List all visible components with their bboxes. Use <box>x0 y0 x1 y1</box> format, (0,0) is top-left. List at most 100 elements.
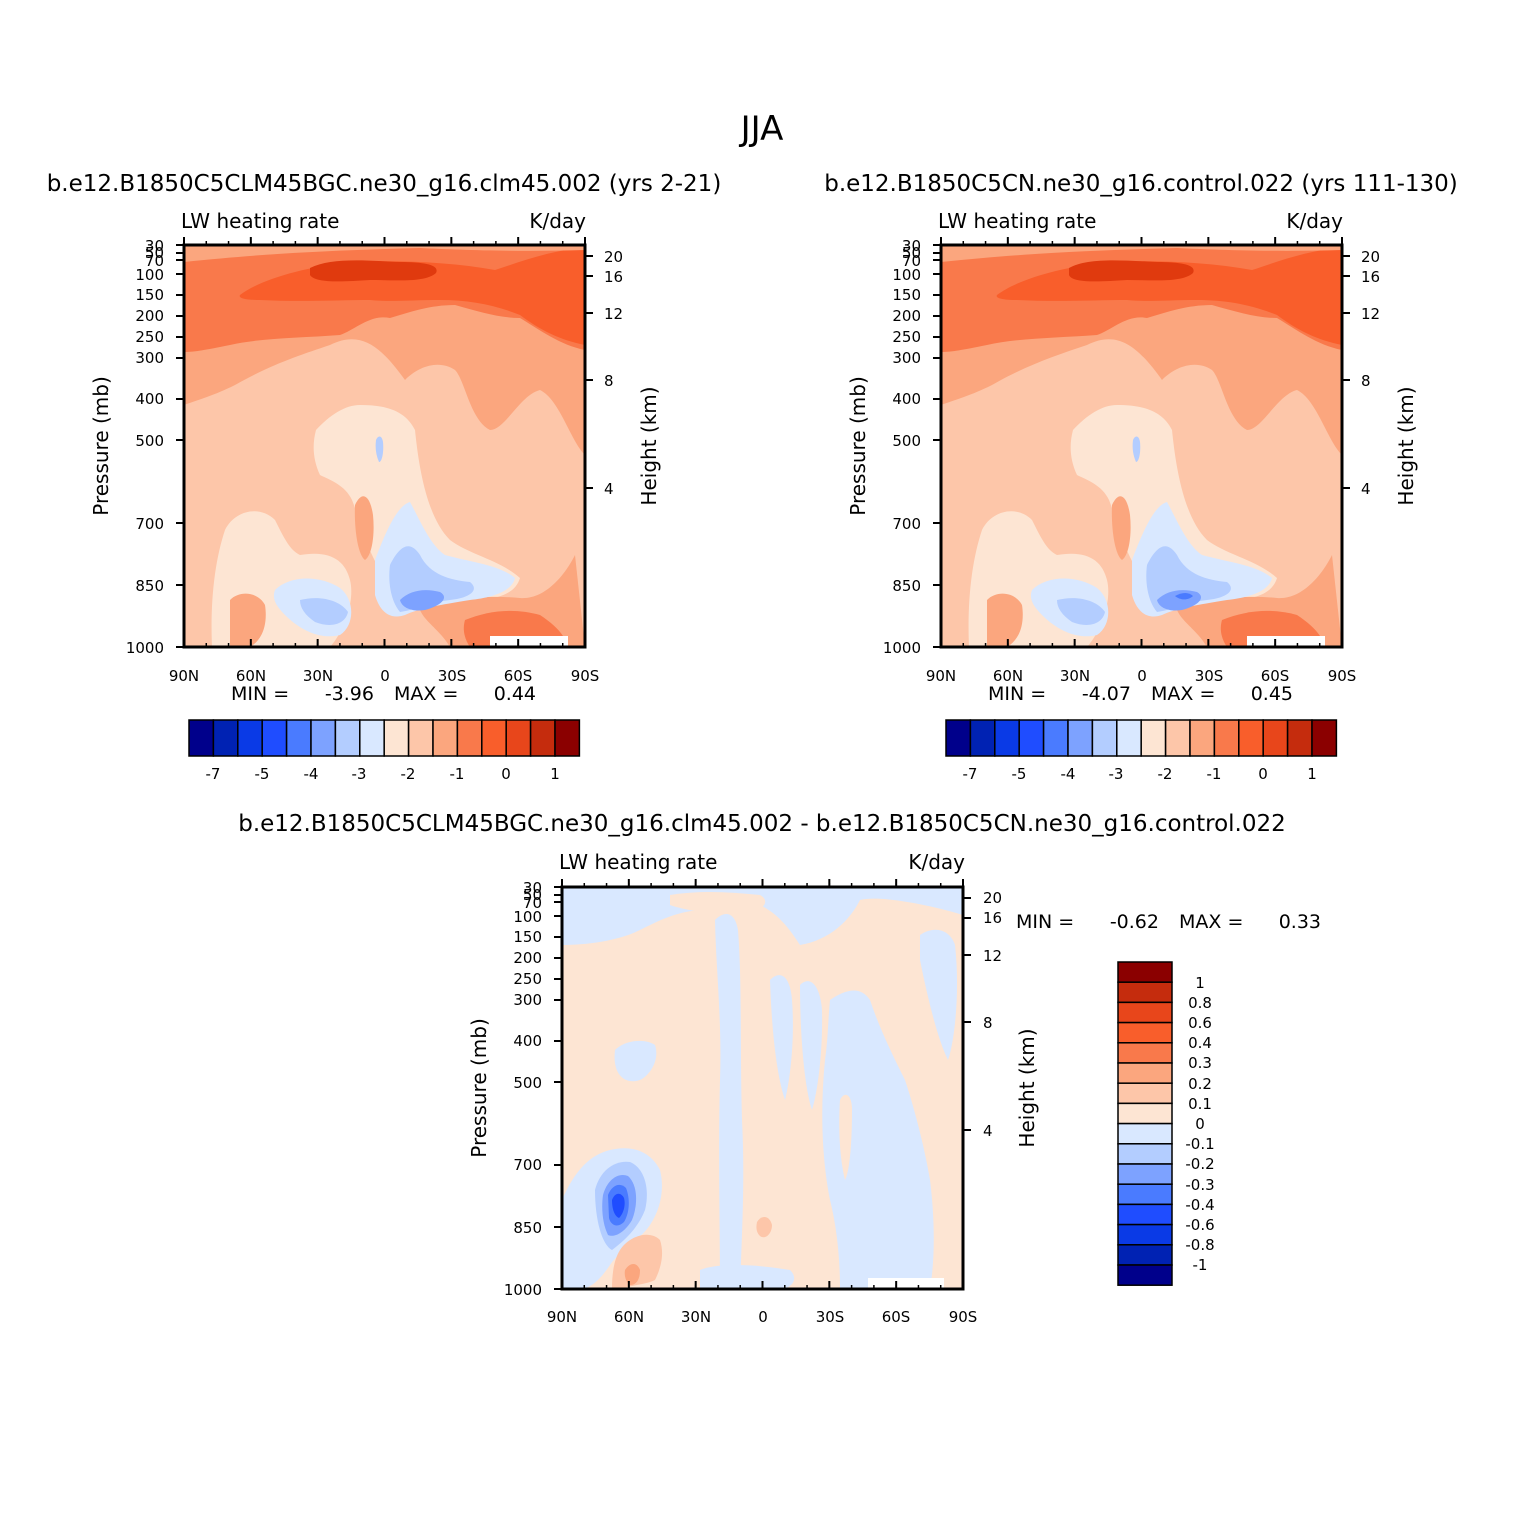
x-tick-label: 90N <box>547 1308 577 1326</box>
x-tick-label: 0 <box>1137 667 1147 685</box>
height-tick-label: 16 <box>1361 268 1380 286</box>
colorbar-cell <box>1117 961 1173 983</box>
x-tick-label: 60N <box>614 1308 644 1326</box>
max-value: 0.45 <box>1251 683 1293 705</box>
diff-neg-bottom-mid <box>700 1265 795 1289</box>
x-tick-label: 90S <box>1328 667 1357 685</box>
contour-band-mid-left <box>230 593 266 647</box>
max-label: MAX = <box>1179 911 1243 933</box>
colorbar-cell <box>1286 719 1313 757</box>
y-tick-label: 150 <box>135 286 164 304</box>
panel-title: b.e12.B1850C5CLM45BGC.ne30_g16.clm45.002… <box>238 811 1286 837</box>
colorbar-label: -3 <box>352 765 367 783</box>
diff-pos-dot <box>756 1216 772 1238</box>
units-label: K/day <box>529 209 586 233</box>
colorbar-label: -7 <box>206 765 221 783</box>
contour-field <box>562 887 963 1289</box>
colorbar-cell <box>1117 1264 1173 1286</box>
colorbar-cell <box>383 719 410 757</box>
y-tick-label: 100 <box>135 266 164 284</box>
figure-title: JJA <box>739 109 784 149</box>
contour-band-mid-inner <box>1111 496 1131 560</box>
stats: MIN = -4.07 MAX = 0.45 <box>988 683 1293 705</box>
height-tick-label: 20 <box>983 889 1002 907</box>
colorbar-cell <box>1311 719 1338 757</box>
y-tick-label: 1000 <box>883 639 921 657</box>
colorbar-cell <box>1262 719 1289 757</box>
panel-title: b.e12.B1850C5CN.ne30_g16.control.022 (yr… <box>824 171 1458 197</box>
diff-pos-top <box>670 891 766 914</box>
y-tick-label: 50 <box>145 244 164 262</box>
missing-region <box>490 636 568 647</box>
colorbar-label: 0.1 <box>1188 1095 1212 1113</box>
colorbar-label: -1 <box>1207 765 1222 783</box>
colorbar-label: -2 <box>1158 765 1173 783</box>
colorbar-label: 0 <box>1195 1115 1205 1133</box>
colorbar-cell <box>407 719 434 757</box>
colorbar <box>945 719 1338 757</box>
y-tick-label: 70 <box>145 252 164 270</box>
contour-neg-2-left <box>300 598 348 625</box>
x-tick-label: 30N <box>303 667 333 685</box>
colorbar-cell <box>505 719 532 757</box>
height-tick-label: 8 <box>1361 372 1371 390</box>
colorbar-label: -0.1 <box>1185 1135 1214 1153</box>
y-tick-label: 300 <box>513 991 542 1009</box>
colorbar-cell <box>1117 981 1173 1004</box>
y-tick-label: 1000 <box>126 639 164 657</box>
colorbar-label: -5 <box>255 765 270 783</box>
y-tick-label: 850 <box>135 577 164 595</box>
y-tick-label: 250 <box>892 328 921 346</box>
x-tick-label: 30S <box>438 667 467 685</box>
colorbar-label: -5 <box>1012 765 1027 783</box>
height-tick-label: 20 <box>604 248 623 266</box>
height-ticks: 20 16 12 8 4 <box>604 248 623 498</box>
colorbar-label: 0.8 <box>1188 994 1212 1012</box>
colorbar-cell <box>261 719 288 757</box>
colorbar-cell <box>334 719 361 757</box>
colorbar-cell <box>1117 1001 1173 1024</box>
diff-neg-mid-left <box>614 1040 657 1082</box>
height-ticks: 20 16 12 8 4 <box>1361 248 1380 498</box>
colorbar-cell <box>554 719 581 757</box>
x-tick-label: 60N <box>236 667 266 685</box>
y-tick-label: 200 <box>513 949 542 967</box>
y-ticks: 30 50 70 100 150 200 250 300 400 500 700… <box>126 237 164 657</box>
y-tick-label: 1000 <box>504 1281 542 1299</box>
x-ticks: 90N 60N 30N 0 30S 60S 90S <box>547 1308 977 1326</box>
colorbar-label: -3 <box>1109 765 1124 783</box>
height-tick-label: 12 <box>604 305 623 323</box>
y-tick-label: 150 <box>892 286 921 304</box>
min-label: MIN = <box>231 683 289 705</box>
units-label: K/day <box>1286 209 1343 233</box>
diff-neg-top <box>562 887 963 945</box>
units-label: K/day <box>908 850 965 874</box>
y-tick-label: 100 <box>892 266 921 284</box>
colorbar-labels: -7 -5 -4 -3 -2 -1 0 1 <box>206 765 560 783</box>
max-value: 0.44 <box>494 683 536 705</box>
min-label: MIN = <box>988 683 1046 705</box>
colorbar-label: -1 <box>450 765 465 783</box>
colorbar-label: 0.3 <box>1188 1054 1212 1072</box>
colorbar-label: -1 <box>1193 1256 1208 1274</box>
colorbar-cell <box>529 719 556 757</box>
contour-band-light <box>1070 405 1277 600</box>
y-ticks: 30 50 70 100 150 200 250 300 400 500 700… <box>504 879 542 1299</box>
y-tick-label: 200 <box>135 307 164 325</box>
colorbar-label: 1 <box>550 765 560 783</box>
diff-neg-right <box>822 990 934 1289</box>
height-tick-label: 8 <box>604 372 614 390</box>
y-axis-label: Pressure (mb) <box>846 376 870 516</box>
stats: MIN = -3.96 MAX = 0.44 <box>231 683 536 705</box>
colorbar-label: 0.4 <box>1188 1034 1212 1052</box>
diff-pos-low-left-2 <box>624 1264 640 1285</box>
height-tick-label: 4 <box>604 480 614 498</box>
y-tick-label: 30 <box>145 237 164 255</box>
diff-neg-far-right <box>920 929 958 1060</box>
colorbar-cell <box>1213 719 1240 757</box>
colorbar-cell <box>1091 719 1118 757</box>
colorbar-cell <box>1117 1163 1173 1185</box>
colorbar-cell <box>1067 719 1094 757</box>
y-tick-label: 250 <box>135 328 164 346</box>
contour-neg-3 <box>400 590 445 611</box>
